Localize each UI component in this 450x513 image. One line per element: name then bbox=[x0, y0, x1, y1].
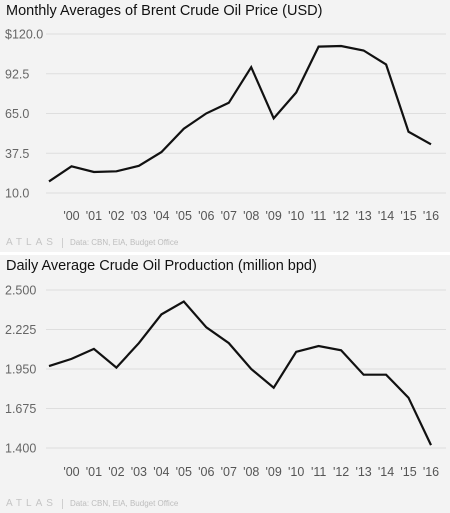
price-x-tick-label: '10 bbox=[288, 209, 304, 223]
production-series-line bbox=[48, 300, 432, 446]
price-x-tick-label: '07 bbox=[221, 209, 237, 223]
price-x-tick-label: '05 bbox=[176, 209, 192, 223]
production-x-tick-label: '10 bbox=[288, 465, 304, 479]
production-x-tick-label: '11 bbox=[311, 465, 326, 479]
oil-price-chart-panel: 10.0 37.5 65.0 92.5 $120.0 '00 '01 '02 '03 '04 '05… bbox=[0, 0, 450, 252]
price-x-tick-label: '09 bbox=[266, 209, 282, 223]
production-x-tick-label: '14 bbox=[378, 465, 394, 479]
price-x-tick-label: '00 bbox=[63, 209, 79, 223]
price-y-tick-label: 37.5 bbox=[5, 147, 29, 161]
oil-price-chart-title: Monthly Averages of Brent Crude Oil Pric… bbox=[6, 3, 323, 19]
price-series-line bbox=[48, 44, 432, 183]
price-x-tick-label: '02 bbox=[108, 209, 124, 223]
production-x-tick-label: '06 bbox=[198, 465, 214, 479]
oil-price-chart-footer: ATLAS Data: CBN, EIA, Budget Office bbox=[6, 237, 178, 248]
production-x-tick-label: '00 bbox=[63, 465, 79, 479]
production-y-tick-label: 1.950 bbox=[5, 363, 36, 377]
footer-divider bbox=[61, 498, 63, 509]
price-y-tick-label: 65.0 bbox=[5, 107, 29, 121]
production-y-tick-label: 2.225 bbox=[5, 323, 36, 337]
production-y-tick-label: 2.500 bbox=[5, 284, 36, 298]
oil-production-chart-footer: ATLAS Data: CBN, EIA, Budget Office bbox=[6, 498, 178, 509]
oil-production-chart: 1.400 1.675 1.950 2.225 2.500 '00 '01 '02 '03 '04… bbox=[5, 284, 446, 479]
price-y-tick-label: 92.5 bbox=[5, 67, 29, 81]
atlas-logo: ATLAS bbox=[6, 498, 57, 509]
production-x-tick-label: '15 bbox=[400, 465, 416, 479]
production-x-tick-label: '12 bbox=[333, 465, 349, 479]
oil-production-chart-panel: 1.400 1.675 1.950 2.225 2.500 '00 '01 '02 '03 '04… bbox=[0, 255, 450, 513]
production-x-tick-label: '13 bbox=[355, 465, 371, 479]
price-x-tick-label: '12 bbox=[333, 209, 349, 223]
production-x-tick-label: '02 bbox=[108, 465, 124, 479]
price-x-tick-label: '14 bbox=[378, 209, 394, 223]
oil-production-chart-title: Daily Average Crude Oil Production (mill… bbox=[6, 258, 317, 274]
production-x-tick-label: '01 bbox=[86, 465, 102, 479]
price-x-tick-label: '01 bbox=[86, 209, 102, 223]
price-x-tick-label: '13 bbox=[355, 209, 371, 223]
oil-price-chart: 10.0 37.5 65.0 92.5 $120.0 '00 '01 '02 '03 '04 '05… bbox=[5, 28, 446, 223]
footer-divider bbox=[61, 237, 63, 248]
production-x-tick-label: '04 bbox=[153, 465, 169, 479]
atlas-logo: ATLAS bbox=[6, 237, 57, 248]
price-x-tick-label: '04 bbox=[153, 209, 169, 223]
price-x-tick-label: '11 bbox=[311, 209, 326, 223]
production-x-tick-label: '03 bbox=[131, 465, 147, 479]
price-x-tick-label: '06 bbox=[198, 209, 214, 223]
price-x-tick-label: '15 bbox=[400, 209, 416, 223]
price-y-tick-label: 10.0 bbox=[5, 187, 29, 201]
production-y-tick-label: 1.400 bbox=[5, 442, 36, 456]
production-x-tick-label: '07 bbox=[221, 465, 237, 479]
production-x-tick-label: '09 bbox=[266, 465, 282, 479]
price-x-tick-label: '08 bbox=[243, 209, 259, 223]
production-x-tick-label: '05 bbox=[176, 465, 192, 479]
oil-price-source: Data: CBN, EIA, Budget Office bbox=[69, 238, 179, 247]
price-x-tick-label: '03 bbox=[131, 209, 147, 223]
production-y-tick-label: 1.675 bbox=[5, 402, 36, 416]
price-x-tick-label: '16 bbox=[423, 209, 439, 223]
oil-production-source: Data: CBN, EIA, Budget Office bbox=[69, 499, 179, 508]
production-x-tick-label: '16 bbox=[423, 465, 439, 479]
production-x-tick-label: '08 bbox=[243, 465, 259, 479]
price-y-tick-label: $120.0 bbox=[5, 28, 43, 42]
